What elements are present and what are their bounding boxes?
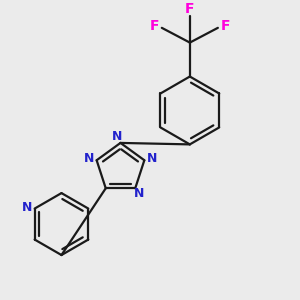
Text: N: N: [84, 152, 94, 165]
Text: F: F: [220, 20, 230, 33]
Text: N: N: [112, 130, 123, 143]
Text: N: N: [146, 152, 157, 165]
Text: F: F: [150, 20, 159, 33]
Text: N: N: [22, 201, 32, 214]
Text: F: F: [185, 2, 195, 16]
Text: N: N: [134, 187, 144, 200]
